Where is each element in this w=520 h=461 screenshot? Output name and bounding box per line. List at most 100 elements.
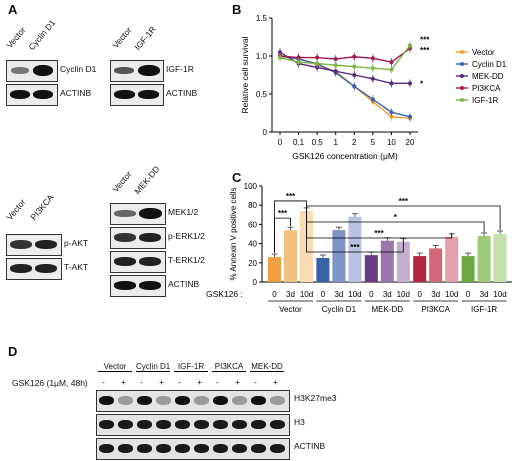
row-label: ACTINB [60,88,92,98]
row-label: ACTINB [166,88,198,98]
y-tick-label: 60 [248,220,257,229]
y-tick-label: 0.5 [256,90,268,99]
data-point [352,73,357,77]
band [138,90,159,99]
legend-marker [460,50,464,54]
bar [364,255,378,282]
data-point [389,81,394,86]
lane-label: Vector [4,197,28,222]
band [114,257,136,266]
row-label: ACTINB [294,441,326,451]
y-axis-label: % Annexin V positive cells [229,188,238,281]
data-point [333,57,338,62]
significance-mark: *** [399,197,409,206]
significance-mark: * [394,213,398,222]
legend-marker [460,98,464,102]
data-point [370,66,375,71]
x-tick-label: 2 [352,138,357,147]
panel-label-b: B [232,2,242,17]
band [114,210,136,217]
bar [413,256,427,282]
sub-label: 3d [480,290,489,299]
significance-bracket [306,205,501,230]
band [99,444,114,453]
significance-bracket [306,206,485,232]
sub-label: 10d [445,290,458,299]
significance-mark: * [420,79,424,88]
band [137,444,152,453]
blot-t-akt [6,258,62,280]
sub-label: 10d [348,290,361,299]
band [137,396,152,405]
sub-label: 0 [321,290,326,299]
data-point [315,55,320,60]
data-point [278,55,282,60]
legend-label: PI3KCA [472,84,501,93]
sub-label: 3d [431,290,440,299]
row-label: H3 [294,417,305,427]
data-point [389,67,394,72]
band [114,67,134,74]
lane-label: IGF-1R [132,24,158,52]
group-label: Vector [98,362,132,372]
band [10,264,32,273]
y-tick-label: 1.5 [256,14,268,23]
panel-d: GSK126 (1μM, 48h) Vector Cyclin D1 IGF-1R P… [0,340,520,461]
panel-label-c: C [232,170,242,185]
panel-label-d: D [8,344,18,359]
row-label: MEK1/2 [168,207,199,217]
row-label: IGF-1R [166,64,194,74]
treatment-sign: - [178,377,181,387]
data-point [352,84,357,89]
panel-label-a: A [8,2,18,17]
survival-line-chart: 0 0.5 1.0 1.5 0 0.1 0.5 1 2 5 10 20 GSK126 concentra… [240,14,507,161]
group-label: MEK-DD [372,305,404,314]
y-tick-label: 20 [248,259,257,268]
treatment-sign: + [159,377,164,387]
band [194,396,209,405]
significance-mark: *** [420,46,430,55]
group-label: MEK-DD [250,362,284,372]
blot-p-erk12 [110,227,166,249]
group-label: IGF-1R [174,362,208,372]
y-tick-label: 40 [248,240,257,249]
band [114,281,136,290]
x-tick-label: 5 [371,138,376,147]
legend-label: Vector [472,48,495,57]
sub-label: 10d [300,290,313,299]
data-point [352,64,357,69]
data-point [352,54,357,59]
blot-actinb-2 [110,84,164,106]
row-label: ACTINB [168,279,200,289]
sub-label: 0 [466,290,471,299]
row-label: p-AKT [64,238,89,248]
band [139,281,161,290]
treatment-label: GSK126 (1μM, 48h) [12,378,88,388]
legend-marker [460,74,464,78]
significance-mark: *** [286,192,296,201]
significance-mark: *** [374,229,384,238]
bar [429,248,443,282]
band [232,420,247,429]
band [35,264,57,273]
bar [445,236,459,282]
data-point [408,43,412,48]
bar [461,256,475,282]
treatment-sign: + [121,377,126,387]
treatment-sign: - [254,377,257,387]
blot-p-akt [6,234,62,256]
lane-label: MEK-DD [132,163,162,196]
band [156,444,171,453]
bar [493,234,507,282]
blot-t-erk12 [110,251,166,273]
band [194,420,209,429]
band [213,444,228,453]
series-line [279,55,411,118]
bar [380,240,394,282]
blot-h3k27me3 [96,390,290,412]
row-label: T-AKT [64,262,89,272]
band [118,444,133,453]
band [270,444,285,453]
legend-marker [460,62,464,66]
band [175,444,190,453]
